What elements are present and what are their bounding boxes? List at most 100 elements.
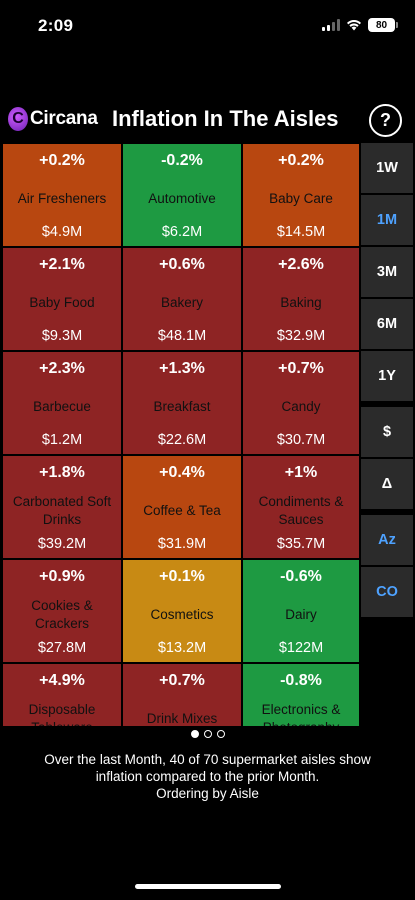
aisle-name: Condiments & Sauces — [258, 493, 344, 527]
aisle-tile[interactable]: -0.2% Automotive $6.2M — [122, 143, 242, 247]
aisle-grid: +0.2% Air Fresheners $4.9M -0.2% Automotive $… — [2, 143, 360, 726]
aisle-name: Electronics & Photography — [261, 701, 341, 726]
aisle-tile[interactable]: +0.4% Coffee & Tea $31.9M — [122, 455, 242, 559]
aisle-change: +2.3% — [39, 360, 85, 377]
aisle-tile[interactable]: +1% Condiments & Sauces $35.7M — [242, 455, 360, 559]
page-indicator[interactable] — [0, 730, 415, 738]
aisle-change: +0.7% — [159, 672, 205, 689]
brand-name: Circana — [30, 108, 98, 129]
aisle-amount: $22.6M — [157, 432, 207, 448]
aisle-change: +0.2% — [39, 152, 85, 169]
aisle-name: Candy — [281, 398, 321, 414]
summary-line-2: inflation compared to the prior Month. — [95, 769, 320, 784]
aisle-amount: $32.9M — [276, 328, 326, 344]
brand-logo-icon: C — [8, 107, 28, 131]
page-dot[interactable] — [203, 730, 212, 738]
help-button[interactable]: ? — [369, 104, 402, 137]
aisle-tile[interactable]: +0.1% Cosmetics $13.2M — [122, 559, 242, 663]
aisle-amount: $9.3M — [41, 328, 83, 344]
aisle-change: -0.2% — [161, 152, 203, 169]
aisle-name: Carbonated Soft Drinks — [12, 493, 112, 527]
aisle-change: -0.6% — [280, 568, 322, 585]
aisle-tile[interactable]: +0.7% Candy $30.7M — [242, 351, 360, 455]
brand-logo: C Circana — [8, 107, 98, 131]
side-button-3[interactable]: 3M — [361, 247, 413, 297]
aisle-change: -0.8% — [280, 672, 322, 689]
aisle-tile[interactable]: +2.1% Baby Food $9.3M — [2, 247, 122, 351]
aisle-tile[interactable]: +0.2% Baby Care $14.5M — [242, 143, 360, 247]
aisle-amount: $30.7M — [276, 432, 326, 448]
aisle-amount: $48.1M — [157, 328, 207, 344]
aisle-tile[interactable]: +2.6% Baking $32.9M — [242, 247, 360, 351]
aisle-tile[interactable]: +0.7% Drink Mixes — [122, 663, 242, 726]
summary-text: Over the last Month, 40 of 70 supermarke… — [0, 751, 415, 802]
aisle-change: +0.9% — [39, 568, 85, 585]
side-button-6[interactable]: $ — [361, 407, 413, 457]
side-button-9[interactable]: CO — [361, 567, 413, 617]
aisle-name: Air Fresheners — [17, 190, 107, 206]
aisle-amount: $14.5M — [276, 224, 326, 240]
side-button-4[interactable]: 6M — [361, 299, 413, 349]
aisle-grid-scroll[interactable]: +0.2% Air Fresheners $4.9M -0.2% Automotive $… — [2, 143, 360, 726]
aisle-change: +0.2% — [278, 152, 324, 169]
aisle-name: Drink Mixes — [146, 710, 218, 726]
aisle-tile[interactable]: +4.9% Disposable Tableware — [2, 663, 122, 726]
aisle-change: +1% — [284, 464, 318, 481]
wifi-icon — [346, 19, 362, 31]
aisle-tile[interactable]: -0.8% Electronics & Photography — [242, 663, 360, 726]
aisle-amount: $39.2M — [37, 536, 87, 552]
home-indicator — [135, 884, 281, 889]
aisle-name: Coffee & Tea — [143, 502, 221, 518]
aisle-change: +2.1% — [39, 256, 85, 273]
aisle-tile[interactable]: +1.3% Breakfast $22.6M — [122, 351, 242, 455]
aisle-name: Automotive — [148, 190, 216, 206]
aisle-name: Disposable Tableware — [28, 701, 96, 726]
status-time: 2:09 — [38, 16, 74, 35]
aisle-amount: $1.2M — [41, 432, 83, 448]
aisle-change: +0.4% — [159, 464, 205, 481]
aisle-change: +0.7% — [278, 360, 324, 377]
aisle-tile[interactable]: +1.8% Carbonated Soft Drinks $39.2M — [2, 455, 122, 559]
aisle-name: Barbecue — [33, 398, 91, 414]
side-button-2[interactable]: 1M — [361, 195, 413, 245]
aisle-amount: $122M — [278, 640, 324, 656]
aisle-amount: $13.2M — [157, 640, 207, 656]
aisle-tile[interactable]: -0.6% Dairy $122M — [242, 559, 360, 663]
status-bar: 2:09 80 — [0, 0, 415, 52]
side-button-7[interactable]: Δ — [361, 459, 413, 509]
aisle-change: +1.8% — [39, 464, 85, 481]
aisle-amount: $27.8M — [37, 640, 87, 656]
side-button-5[interactable]: 1Y — [361, 351, 413, 401]
status-icons: 80 — [322, 18, 398, 32]
side-button-8[interactable]: Az — [361, 515, 413, 565]
aisle-tile[interactable]: +0.9% Cookies & Crackers $27.8M — [2, 559, 122, 663]
battery-icon: 80 — [368, 18, 398, 32]
aisle-change: +0.1% — [159, 568, 205, 585]
aisle-amount: $31.9M — [157, 536, 207, 552]
page-title: Inflation In The Aisles — [112, 106, 339, 131]
aisle-tile[interactable]: +0.2% Air Fresheners $4.9M — [2, 143, 122, 247]
aisle-name: Breakfast — [153, 398, 211, 414]
aisle-name: Baby Food — [29, 294, 95, 310]
aisle-change: +0.6% — [159, 256, 205, 273]
side-controls: 1W 1M 3M 6M 1Y $ Δ Az CO — [361, 143, 413, 619]
aisle-name: Bakery — [160, 294, 204, 310]
aisle-amount: $6.2M — [161, 224, 203, 240]
aisle-change: +2.6% — [278, 256, 324, 273]
aisle-name: Baking — [280, 294, 322, 310]
battery-level: 80 — [375, 19, 388, 31]
aisle-change: +1.3% — [159, 360, 205, 377]
page-dot[interactable] — [216, 730, 225, 738]
aisle-tile[interactable]: +0.6% Bakery $48.1M — [122, 247, 242, 351]
aisle-amount: $4.9M — [41, 224, 83, 240]
aisle-tile[interactable]: +2.3% Barbecue $1.2M — [2, 351, 122, 455]
aisle-name: Cookies & Crackers — [31, 597, 93, 631]
aisle-name: Dairy — [285, 606, 317, 622]
aisle-name: Baby Care — [269, 190, 333, 206]
side-button-1[interactable]: 1W — [361, 143, 413, 193]
aisle-amount: $35.7M — [276, 536, 326, 552]
cellular-signal-icon — [322, 19, 340, 31]
page-dot[interactable] — [190, 730, 199, 738]
summary-line-1: Over the last Month, 40 of 70 supermarke… — [44, 752, 371, 767]
app-header: C Circana Inflation In The Aisles ? — [0, 100, 415, 140]
